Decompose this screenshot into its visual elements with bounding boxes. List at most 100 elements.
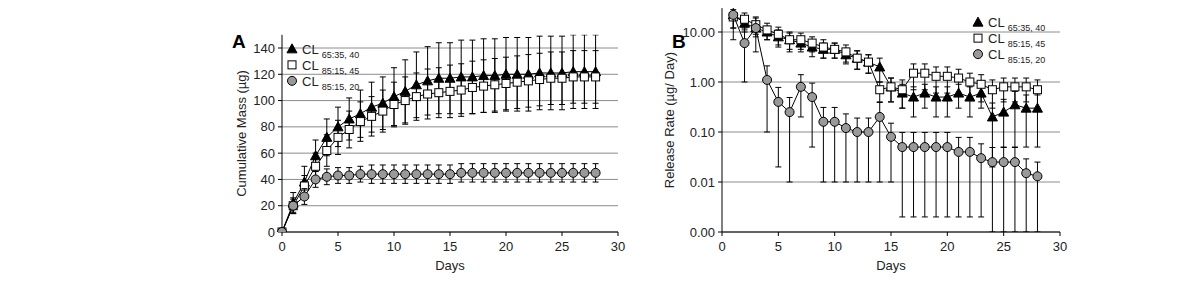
marker	[322, 172, 331, 181]
marker	[546, 168, 555, 177]
error-bar	[854, 51, 860, 69]
error-bar	[593, 51, 599, 104]
marker	[920, 143, 929, 152]
error-bar	[391, 82, 397, 127]
y-axis	[722, 8, 723, 232]
marker	[853, 128, 862, 137]
error-bar	[548, 52, 554, 105]
marker	[468, 83, 476, 91]
x-axis-label: Days	[435, 258, 465, 273]
tick	[778, 232, 779, 236]
error-bar	[787, 32, 793, 52]
error-bar	[402, 77, 408, 124]
tick	[278, 126, 282, 127]
tick	[891, 232, 892, 236]
marker	[480, 82, 488, 90]
tick	[718, 32, 722, 33]
marker	[932, 143, 941, 152]
marker	[830, 44, 840, 53]
series-line	[733, 15, 1037, 176]
panel: 0.000.010.101.0010.00051015202530DaysRel…	[662, 4, 1067, 273]
error-bar	[469, 61, 475, 114]
background	[0, 0, 1190, 296]
figure: 020406080100120140051015202530DaysCumula…	[0, 0, 1190, 296]
marker	[943, 72, 951, 80]
error-bar	[854, 51, 860, 69]
marker	[786, 36, 794, 44]
marker	[1033, 172, 1042, 181]
error-bar	[481, 60, 487, 113]
error-bar	[967, 73, 973, 97]
error-bar	[865, 55, 871, 73]
marker	[446, 87, 454, 95]
grid-line	[282, 153, 618, 154]
tick	[718, 232, 722, 233]
tick	[278, 153, 282, 154]
tick-label: 20	[940, 239, 954, 254]
legend: CL 65:35, 40CL 85:15, 45CL 85:15, 20	[287, 42, 359, 92]
marker	[434, 170, 443, 179]
marker	[954, 147, 963, 156]
error-bar	[989, 80, 995, 108]
marker	[796, 82, 805, 91]
marker	[999, 158, 1008, 167]
marker	[580, 73, 588, 81]
marker	[569, 73, 577, 81]
tick	[338, 232, 339, 236]
error-bar	[570, 51, 576, 104]
marker	[988, 86, 996, 94]
tick-label: 25	[555, 239, 569, 254]
marker	[909, 92, 919, 101]
marker	[875, 112, 884, 121]
marker	[831, 45, 839, 53]
y-axis-label: Cumulative Mass (µg)	[234, 70, 249, 197]
grid-line	[722, 232, 1060, 233]
tick	[506, 232, 507, 236]
marker	[502, 168, 511, 177]
tick	[1060, 232, 1061, 236]
error-bar	[1001, 78, 1007, 102]
tick	[947, 232, 948, 236]
error-bar	[832, 43, 838, 58]
marker	[987, 112, 997, 121]
tick-label: 25	[996, 239, 1010, 254]
error-bar	[425, 69, 431, 119]
marker	[535, 168, 544, 177]
tick	[278, 100, 282, 101]
error-bar	[775, 27, 781, 45]
tick	[394, 232, 395, 236]
error-bar	[436, 68, 442, 118]
marker	[323, 147, 331, 155]
error-bar	[324, 135, 330, 167]
error-bar	[865, 55, 871, 73]
marker	[312, 162, 320, 170]
marker	[863, 57, 873, 66]
legend-label: CL 85:15, 20	[988, 47, 1045, 65]
error-bar	[753, 17, 759, 52]
panel-title: B	[672, 31, 686, 52]
error-bar	[933, 67, 939, 93]
marker	[841, 124, 850, 133]
tick-label: 80	[261, 119, 275, 134]
error-bar	[458, 64, 464, 117]
marker	[819, 117, 828, 126]
error-bar	[369, 97, 375, 136]
tick-label: 1.00	[690, 75, 715, 90]
tick-label: 20	[261, 198, 275, 213]
legend-symbol	[974, 34, 982, 42]
marker	[921, 69, 929, 77]
error-bar	[888, 78, 894, 102]
legend-symbol	[974, 50, 983, 59]
error-bar	[798, 33, 804, 49]
marker	[909, 143, 918, 152]
panel-title: A	[232, 31, 246, 52]
marker	[311, 175, 320, 184]
tick-label: 0	[268, 225, 275, 240]
y-axis-label: Release Rate (µg/ Day)	[662, 52, 677, 188]
marker	[988, 158, 997, 167]
marker	[808, 93, 817, 102]
marker	[740, 39, 749, 48]
tick-label: 10	[827, 239, 841, 254]
marker	[999, 107, 1009, 116]
error-bar	[1023, 78, 1029, 102]
